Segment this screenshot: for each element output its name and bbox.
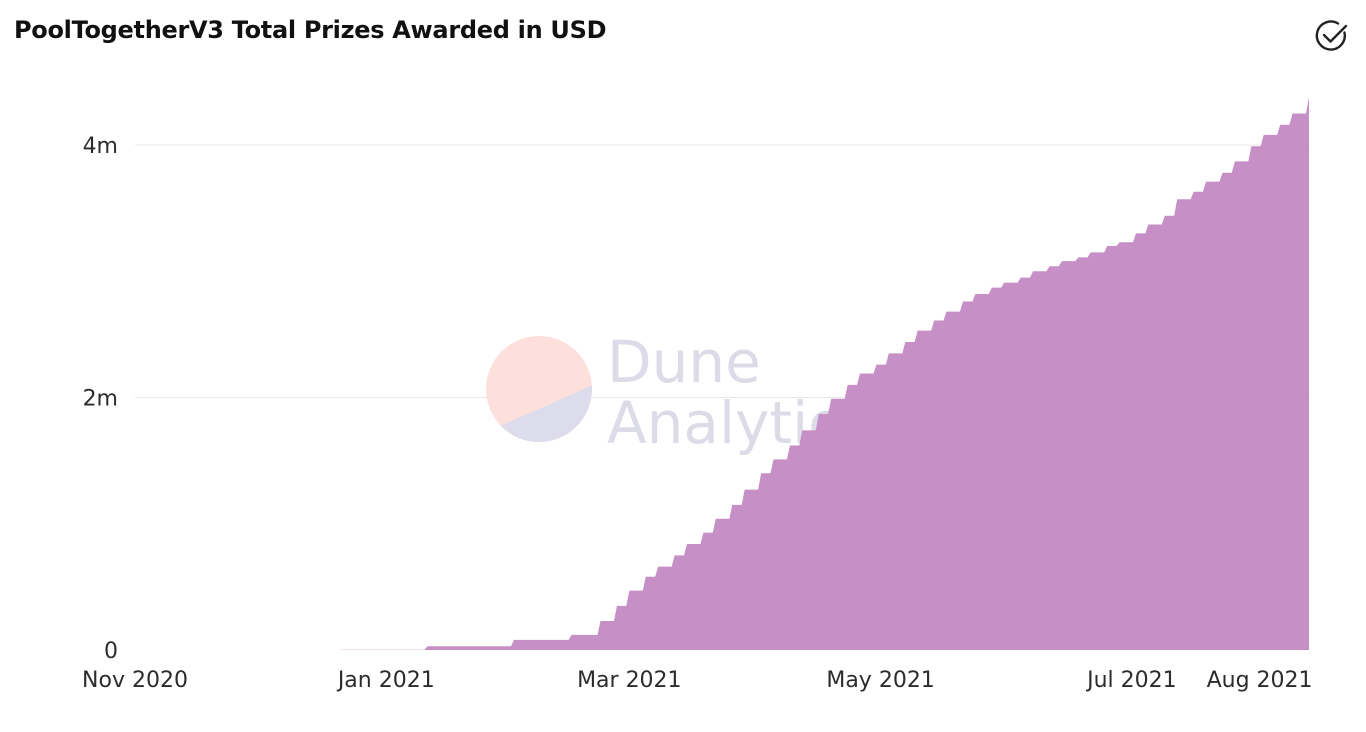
data-point[interactable] [1262, 133, 1266, 137]
data-point[interactable] [887, 351, 891, 355]
data-point[interactable] [339, 648, 343, 652]
data-point[interactable] [973, 292, 977, 296]
data-point[interactable] [627, 589, 631, 593]
x-tick-label: Jan 2021 [336, 668, 435, 693]
data-point[interactable] [903, 340, 907, 344]
data-point[interactable] [1076, 255, 1080, 259]
data-point[interactable] [771, 457, 775, 461]
data-point[interactable] [1019, 276, 1023, 280]
data-point[interactable] [1175, 197, 1179, 201]
data-point[interactable] [1031, 269, 1035, 273]
data-point[interactable] [1146, 223, 1150, 227]
data-point[interactable] [730, 503, 734, 507]
data-point[interactable] [425, 644, 429, 648]
y-axis-ticks: 0 2m 4m [83, 134, 118, 664]
x-tick-label: Aug 2021 [1207, 668, 1313, 693]
data-point[interactable] [961, 300, 965, 304]
data-point[interactable] [1105, 244, 1109, 248]
area-series-fill[interactable] [340, 97, 1309, 650]
data-point[interactable] [1291, 111, 1295, 115]
data-point[interactable] [1047, 264, 1051, 268]
data-point[interactable] [743, 488, 747, 492]
data-point[interactable] [874, 363, 878, 367]
data-point[interactable] [1002, 281, 1006, 285]
data-point[interactable] [788, 443, 792, 447]
data-point[interactable] [1307, 95, 1311, 99]
data-point[interactable] [673, 553, 677, 557]
data-point[interactable] [656, 565, 660, 569]
y-tick-label: 0 [104, 639, 118, 664]
data-point[interactable] [1220, 171, 1224, 175]
x-tick-label: Nov 2020 [82, 668, 188, 693]
data-point[interactable] [800, 428, 804, 432]
data-point[interactable] [858, 372, 862, 376]
data-point[interactable] [1192, 190, 1196, 194]
data-point[interactable] [598, 619, 602, 623]
data-point[interactable] [1233, 159, 1237, 163]
data-point[interactable] [916, 329, 920, 333]
dune-logo-icon [486, 336, 592, 442]
x-axis-ticks: Nov 2020 Jan 2021 Mar 2021 May 2021 Jul 2021… [82, 668, 1313, 693]
data-point[interactable] [945, 310, 949, 314]
data-point[interactable] [644, 575, 648, 579]
y-tick-label: 4m [83, 134, 118, 159]
data-point[interactable] [1134, 231, 1138, 235]
check-circle-icon[interactable] [1314, 18, 1350, 54]
data-point[interactable] [932, 318, 936, 322]
data-point[interactable] [1204, 180, 1208, 184]
data-point[interactable] [615, 604, 619, 608]
watermark-line1: Dune [607, 328, 761, 396]
data-point[interactable] [1118, 240, 1122, 244]
data-point[interactable] [846, 383, 850, 387]
data-point[interactable] [817, 412, 821, 416]
data-point[interactable] [990, 286, 994, 290]
data-point[interactable] [1278, 123, 1282, 127]
data-point[interactable] [512, 638, 516, 642]
data-point[interactable] [829, 397, 833, 401]
data-point[interactable] [570, 633, 574, 637]
data-point[interactable] [714, 517, 718, 521]
data-point[interactable] [1060, 259, 1064, 263]
x-tick-label: Jul 2021 [1085, 668, 1177, 693]
data-point[interactable] [685, 542, 689, 546]
y-tick-label: 2m [83, 387, 118, 412]
data-point[interactable] [759, 471, 763, 475]
x-tick-label: Mar 2021 [577, 668, 682, 693]
x-tick-label: May 2021 [826, 668, 934, 693]
data-point[interactable] [701, 531, 705, 535]
data-point[interactable] [1089, 250, 1093, 254]
data-point[interactable] [1249, 144, 1253, 148]
page-title: PoolTogetherV3 Total Prizes Awarded in U… [14, 16, 607, 44]
data-point[interactable] [1163, 214, 1167, 218]
area-series [339, 95, 1311, 652]
